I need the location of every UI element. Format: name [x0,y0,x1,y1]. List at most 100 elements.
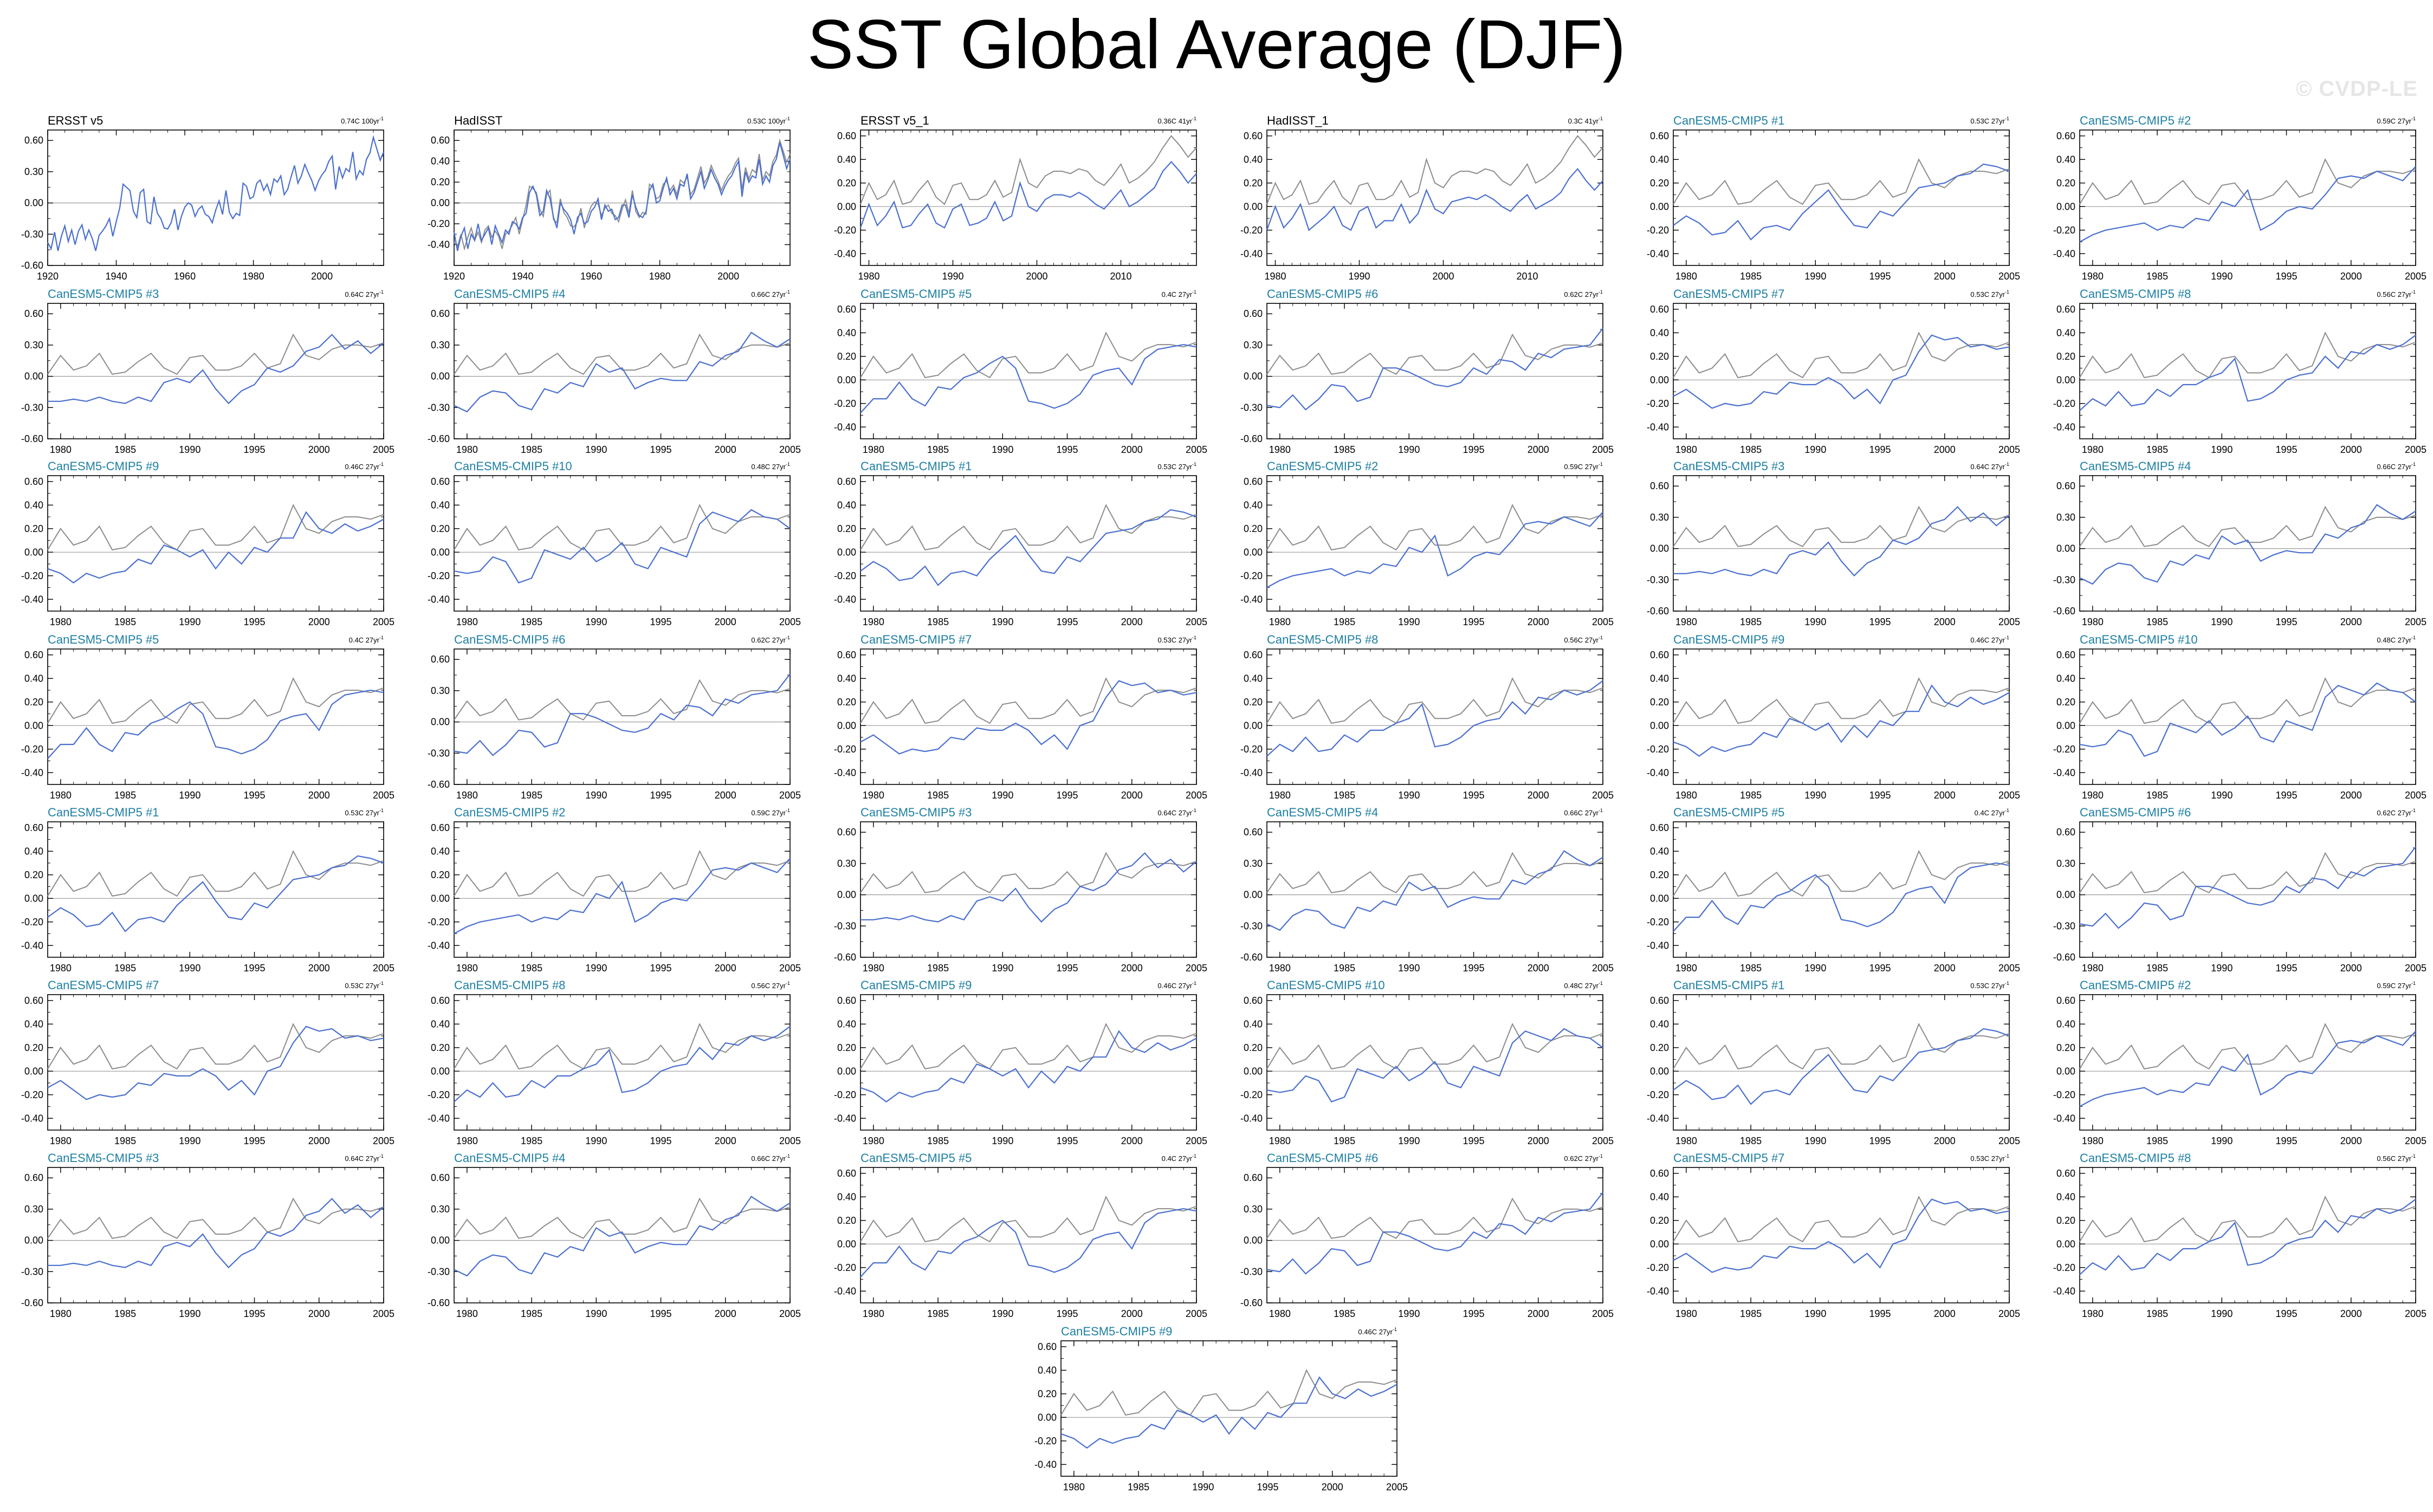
y-tick-label: 0.20 [1650,1215,1669,1226]
reference-series-line [1673,1022,2010,1070]
y-tick-label: -0.20 [1034,1436,1057,1446]
model-series-line [860,680,1197,755]
plot-frame [1266,648,1603,785]
y-tick-label: 0.60 [431,822,450,833]
reference-series-line [860,331,1197,379]
reference-series-line [1673,1195,2010,1243]
reference-series-line [860,677,1197,724]
y-tick-label: 0.20 [2056,1042,2075,1053]
plot-frame [860,821,1197,958]
y-tick-label: 0.20 [24,523,43,534]
x-tick-label: 1990 [585,963,607,974]
model-series-line [1673,1028,2010,1105]
x-tick-label: 1980 [50,1308,72,1319]
y-tick-label: 0.30 [24,166,43,177]
model-series-line [859,161,1197,229]
plot-frame [1673,129,2010,266]
plot-frame [860,994,1197,1131]
x-tick-label: 1990 [585,444,607,455]
y-tick-label: -0.40 [21,940,43,951]
trend-label: 0.66C 27yr-1 [2377,462,2416,471]
x-tick-label: 1990 [1398,444,1420,455]
x-tick-label: 1985 [114,1135,136,1146]
x-tick-label: 1980 [1675,1308,1697,1319]
x-tick-label: 1990 [1804,963,1826,974]
y-tick-label: 0.60 [837,131,856,141]
chart-panel: CanESM5-CMIP5 #4 0.66C 27yr-1 0.60 0.30 0.00… [411,287,806,466]
y-tick-label: -0.40 [1240,1113,1263,1124]
y-tick-label: 0.60 [431,308,450,319]
x-tick-label: 2000 [715,617,736,627]
y-tick-label: -0.20 [834,1089,856,1100]
x-tick-label: 1980 [243,271,264,282]
plot-frame [454,994,791,1131]
y-tick-label: 0.20 [431,869,450,880]
plot-frame [860,475,1197,612]
y-tick-label: 0.60 [1650,995,1669,1006]
x-tick-label: 2005 [779,617,801,627]
x-tick-label: 1920 [443,271,465,282]
y-tick-label: -0.40 [21,1113,43,1124]
trend-label: 0.74C 100yr-1 [341,116,384,125]
x-tick-label: 2005 [1592,790,1614,801]
chart-panel: CanESM5-CMIP5 #3 0.64C 27yr-1 0.60 0.30 0.00… [4,1151,400,1330]
model-series-line [1266,511,1603,588]
panel-title: CanESM5-CMIP5 #6 [1267,287,1378,301]
trend-label: 0.4C 27yr-1 [1162,1153,1196,1163]
panel-title: CanESM5-CMIP5 #6 [2080,806,2191,819]
chart-panel: CanESM5-CMIP5 #9 0.46C 27yr-1 0.60 0.40 0.20… [1630,633,2026,812]
x-tick-label: 2005 [779,1135,801,1146]
x-tick-label: 2000 [308,1308,330,1319]
x-tick-label: 1980 [1675,1135,1697,1146]
y-tick-label: -0.40 [2053,767,2075,778]
line-chart: CanESM5-CMIP5 #9 0.46C 27yr-1 0.60 0.40 0.20… [1647,633,2020,801]
panel-title: CanESM5-CMIP5 #8 [1267,633,1378,646]
y-tick-label: -0.60 [428,433,450,444]
y-tick-label: 0.60 [1244,995,1263,1006]
model-series-line [1266,328,1603,411]
x-tick-label: 1985 [2146,790,2168,801]
x-tick-label: 1980 [1269,444,1291,455]
y-tick-label: 0.20 [1244,1042,1263,1053]
chart-panel: CanESM5-CMIP5 #6 0.62C 27yr-1 0.60 0.30 0.00… [1224,287,1619,466]
line-chart: HadISST_1 0.3C 41yr-1 0.60 0.40 0.20 0.00 -0.2… [1240,114,1603,282]
y-tick-label: 0.00 [431,1235,450,1246]
plot-frame [454,648,791,785]
x-tick-label: 1990 [179,617,200,627]
chart-panel: ERSST v5_1 0.36C 41yr-1 0.60 0.40 0.20 0.00 -0… [817,114,1213,293]
model-series-line [1673,506,2010,577]
x-tick-label: 1980 [50,1135,72,1146]
y-tick-label: -0.40 [2053,1113,2075,1124]
x-tick-label: 2005 [1186,963,1207,974]
x-tick-label: 2000 [715,444,736,455]
y-tick-label: -0.60 [1240,433,1263,444]
x-tick-label: 1995 [1869,1135,1891,1146]
y-tick-label: -0.30 [2053,574,2075,585]
model-series-line [1673,334,2010,409]
y-tick-label: 0.60 [1650,1168,1669,1179]
model-series-line [1266,1192,1603,1275]
chart-panel: CanESM5-CMIP5 #2 0.59C 27yr-1 0.60 0.40 0.20… [411,806,806,984]
y-tick-label: -0.40 [1647,1113,1669,1124]
reference-series-line [860,503,1197,551]
chart-panel: CanESM5-CMIP5 #3 0.64C 27yr-1 0.60 0.30 0.00… [4,287,400,466]
line-chart: CanESM5-CMIP5 #8 0.56C 27yr-1 0.60 0.40 0.20… [428,978,801,1146]
reference-series-line [2079,158,2416,205]
x-tick-label: 2000 [1121,963,1143,974]
panel-title: CanESM5-CMIP5 #10 [454,459,572,473]
x-tick-label: 1995 [1869,963,1891,974]
reference-series-line [47,1197,384,1240]
x-tick-label: 2005 [1186,617,1207,627]
x-tick-label: 1995 [2276,963,2298,974]
watermark: © CVDP-LE [2295,77,2418,101]
x-tick-label: 2000 [1934,1135,1956,1146]
x-tick-label: 1980 [1269,617,1291,627]
x-tick-label: 2000 [1528,963,1549,974]
y-tick-label: -0.20 [428,570,450,581]
x-tick-label: 1995 [1869,1308,1891,1319]
reference-series-line [860,135,1197,205]
x-tick-label: 1985 [521,1135,542,1146]
chart-panel: CanESM5-CMIP5 #9 0.46C 27yr-1 0.60 0.40 0.20… [4,459,400,638]
x-tick-label: 2005 [1592,1135,1614,1146]
line-chart: CanESM5-CMIP5 #7 0.53C 27yr-1 0.60 0.40 0.20… [1647,1151,2020,1319]
